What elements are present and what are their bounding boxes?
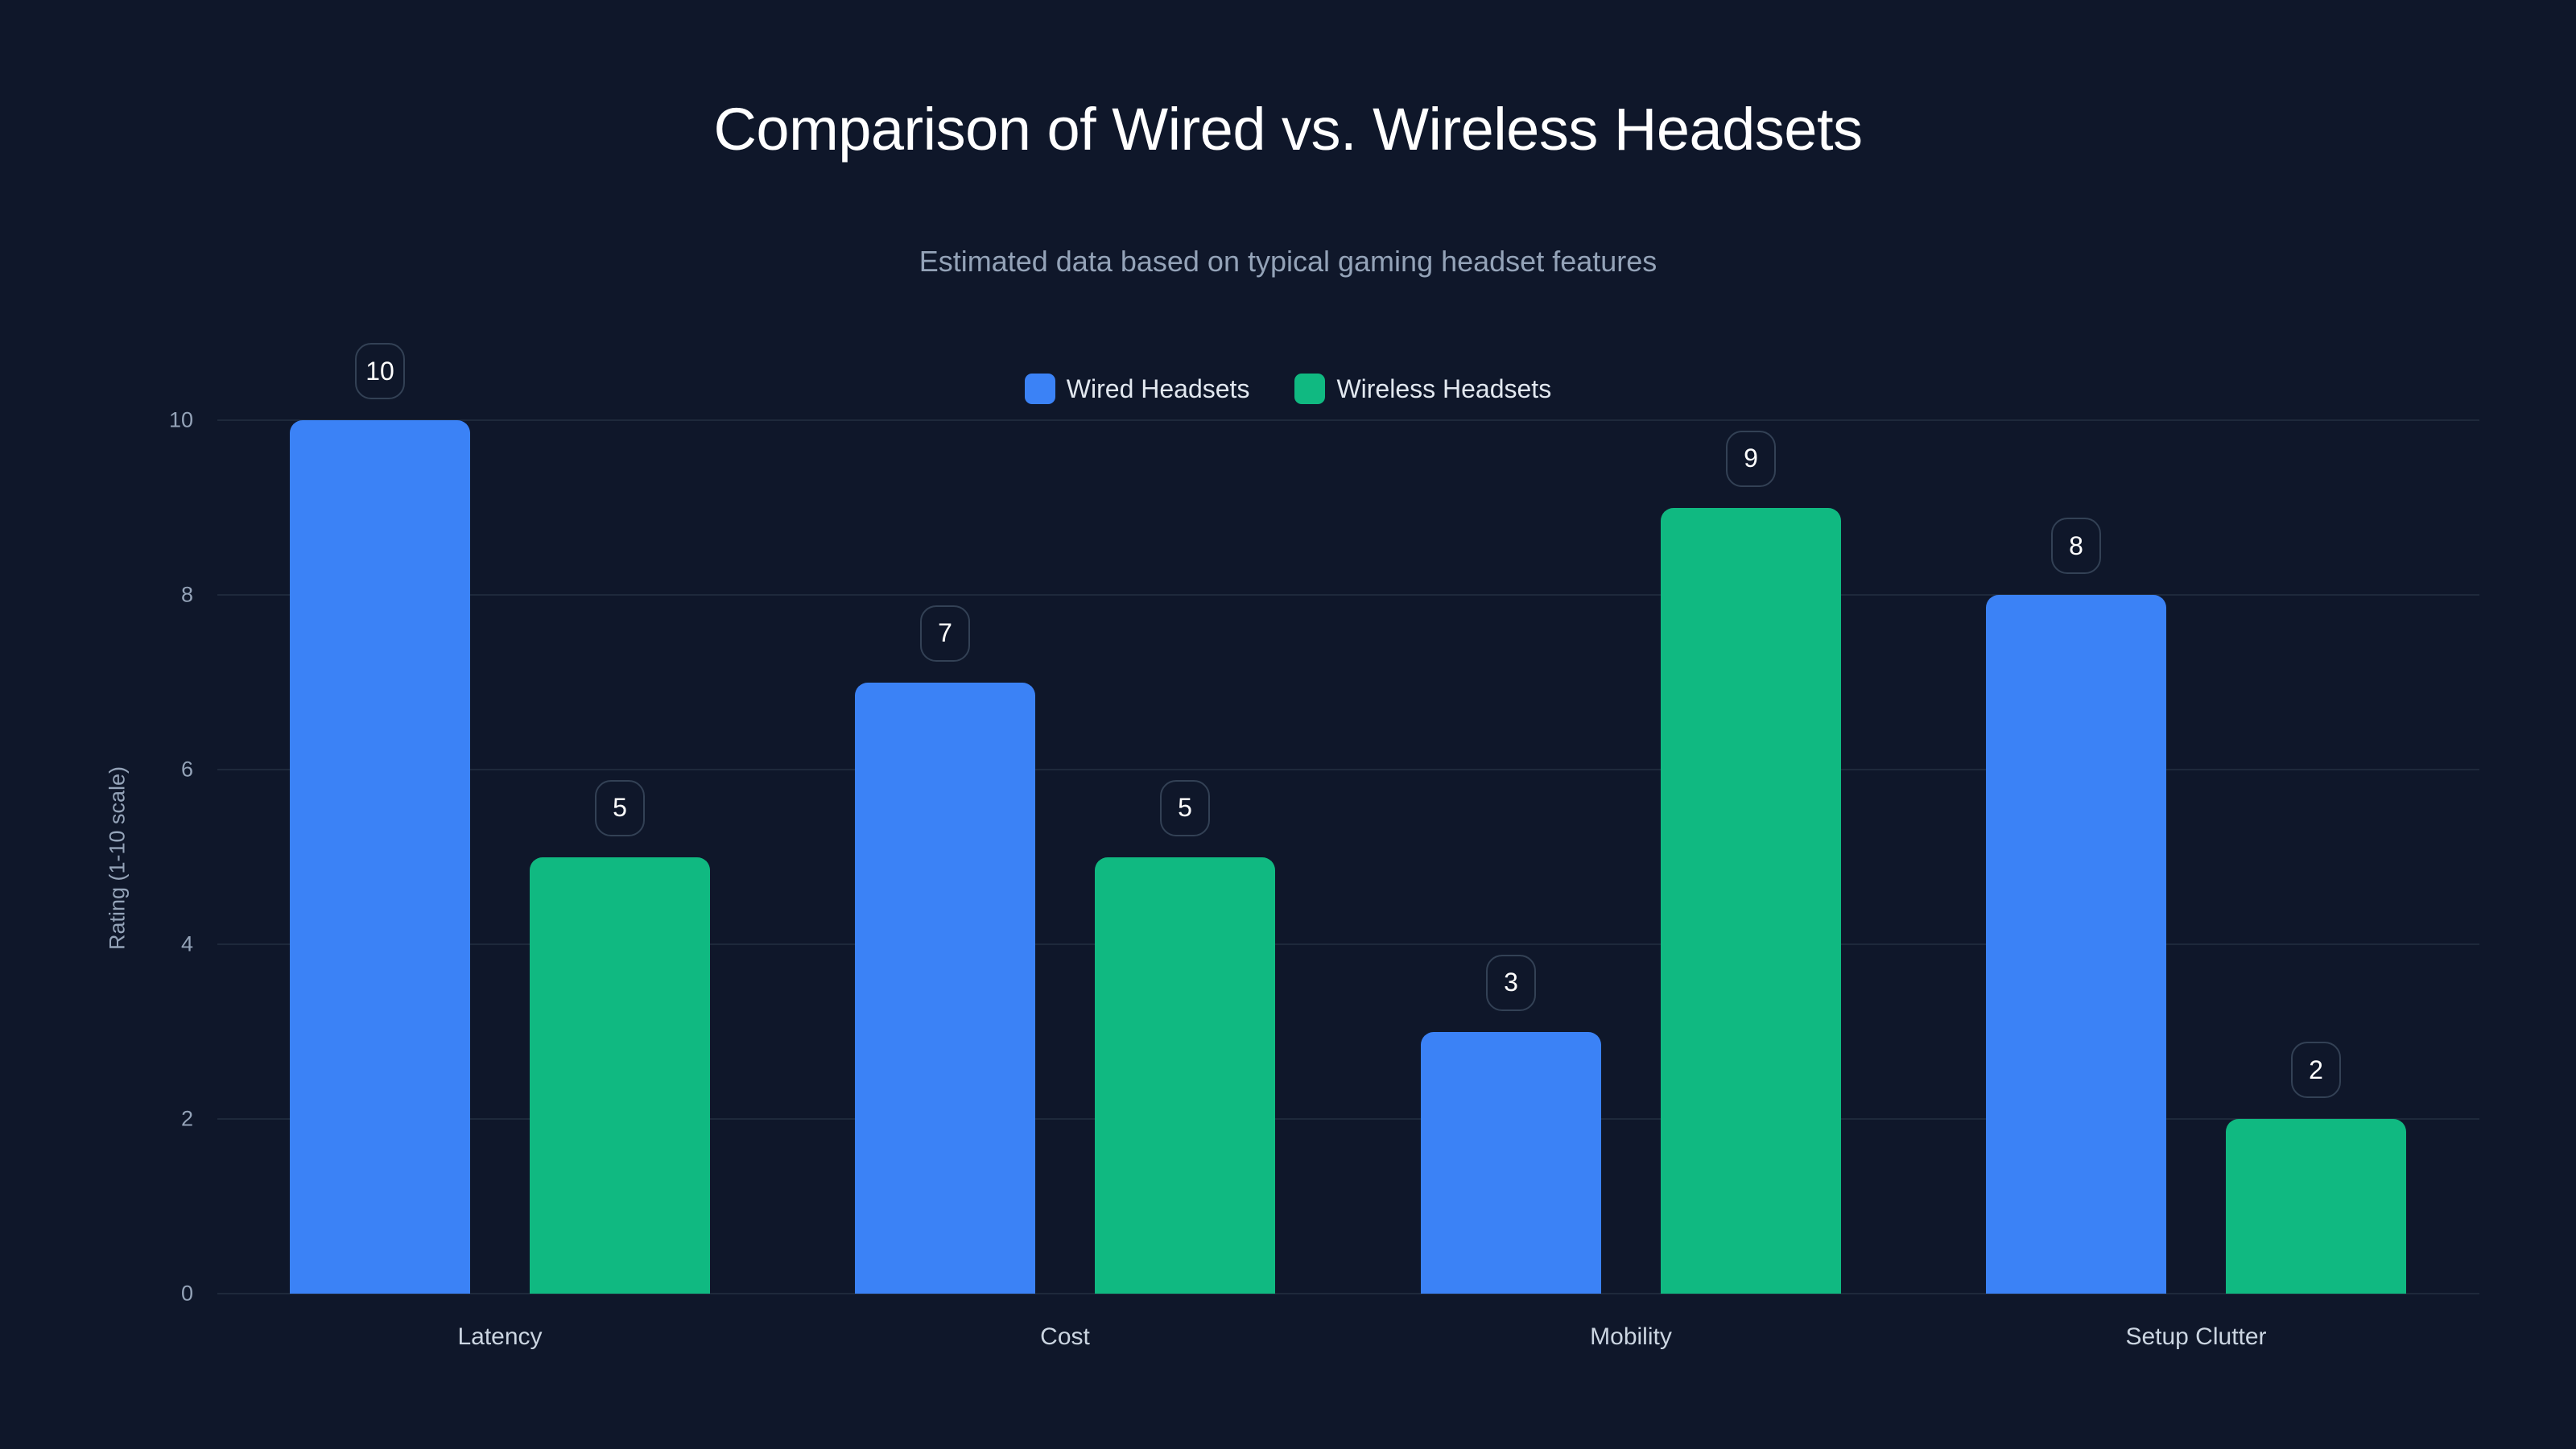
y-tick-label: 2 — [180, 1106, 193, 1131]
y-axis-label: Rating (1-10 scale) — [105, 766, 130, 951]
bar-value-label: 7 — [920, 605, 970, 662]
gridline — [217, 1118, 2479, 1120]
bar-value-label: 2 — [2291, 1042, 2341, 1098]
x-tick-label: Cost — [1040, 1323, 1090, 1350]
bar-value-label: 8 — [2051, 518, 2101, 574]
legend-swatch-wired — [1024, 374, 1055, 404]
bar-wired[interactable] — [855, 682, 1035, 1294]
chart-subtitle: Estimated data based on typical gaming h… — [919, 245, 1657, 278]
legend-item-wired[interactable]: Wired Headsets — [1024, 374, 1250, 404]
gridline — [217, 594, 2479, 596]
bar-value-label: 3 — [1486, 954, 1536, 1011]
legend-item-wireless[interactable]: Wireless Headsets — [1294, 374, 1551, 404]
gridline — [217, 1293, 2479, 1294]
legend-label-wireless: Wireless Headsets — [1336, 374, 1552, 403]
chart-title: Comparison of Wired vs. Wireless Headset… — [713, 96, 1863, 163]
x-tick-label: Latency — [457, 1323, 543, 1350]
y-tick-label: 0 — [180, 1281, 193, 1306]
legend-label-wired: Wired Headsets — [1066, 374, 1250, 403]
bar-wireless[interactable] — [530, 857, 710, 1294]
bar-wired[interactable] — [1986, 595, 2166, 1294]
gridline — [217, 419, 2479, 421]
bar-wireless[interactable] — [2226, 1119, 2406, 1294]
bar-wireless[interactable] — [1661, 507, 1841, 1294]
bar-value-label: 9 — [1726, 430, 1776, 487]
gridline — [217, 769, 2479, 770]
bar-wired[interactable] — [1421, 1031, 1601, 1294]
legend: Wired Headsets Wireless Headsets — [0, 374, 2576, 404]
y-tick-label: 8 — [180, 582, 193, 607]
y-tick-label: 4 — [180, 931, 193, 956]
gridline — [217, 943, 2479, 945]
bar-wireless[interactable] — [1095, 857, 1275, 1294]
y-tick-label: 10 — [168, 407, 193, 432]
bar-value-label: 5 — [595, 779, 645, 836]
bar-wired[interactable] — [290, 420, 470, 1294]
y-tick-label: 6 — [180, 757, 193, 782]
bar-value-label: 10 — [355, 343, 405, 399]
legend-swatch-wireless — [1294, 374, 1326, 404]
x-tick-label: Mobility — [1590, 1323, 1672, 1350]
x-tick-label: Setup Clutter — [2125, 1323, 2267, 1350]
bar-value-label: 5 — [1160, 779, 1210, 836]
